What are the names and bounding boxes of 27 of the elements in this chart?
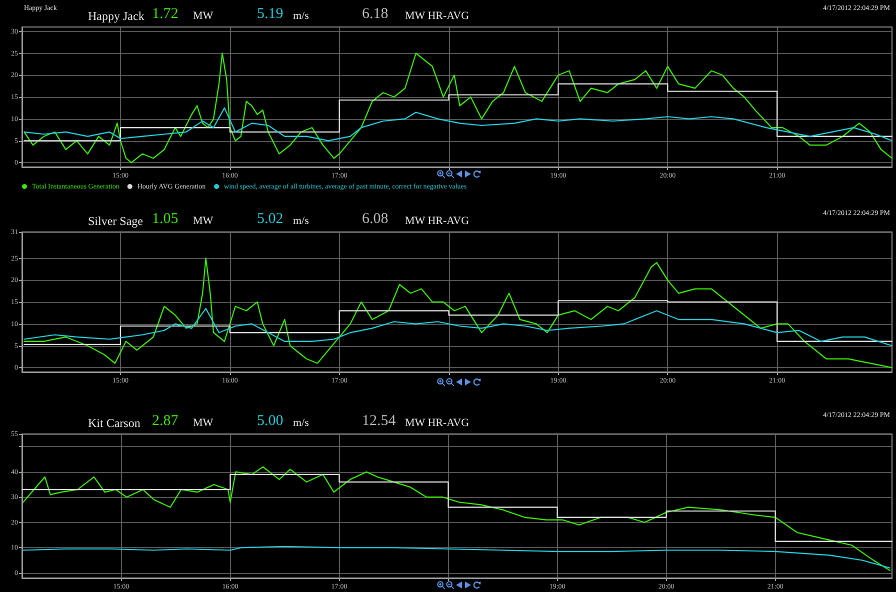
line-series [24, 258, 893, 368]
line-series [24, 107, 893, 142]
text: 1.05 [152, 211, 178, 228]
chart-title: Kit Carson [88, 416, 140, 431]
text: 1.72 [152, 6, 178, 23]
text: m/s [293, 215, 309, 227]
text: MW [193, 215, 214, 227]
text: MW HR-AVG [405, 215, 470, 227]
text: 5.02 [257, 211, 284, 228]
text: MW HR-AVG [405, 417, 470, 429]
chart-title: Happy Jack [88, 9, 144, 24]
text: 12.54 [362, 413, 396, 430]
text: 6.18 [362, 6, 388, 23]
text: 5.00 [257, 413, 284, 430]
line-series [24, 308, 893, 346]
line-series [22, 546, 890, 568]
text: m/s [293, 417, 309, 429]
text: MW HR-AVG [405, 10, 470, 22]
text: 5.19 [257, 6, 284, 23]
line-series [22, 466, 890, 572]
chart-title: Silver Sage [88, 214, 143, 229]
text: m/s [293, 10, 309, 22]
text: MW [193, 417, 214, 429]
line-series [24, 52, 893, 164]
text: 6.08 [362, 211, 388, 228]
text: 2.87 [152, 413, 178, 430]
text: MW [193, 10, 214, 22]
